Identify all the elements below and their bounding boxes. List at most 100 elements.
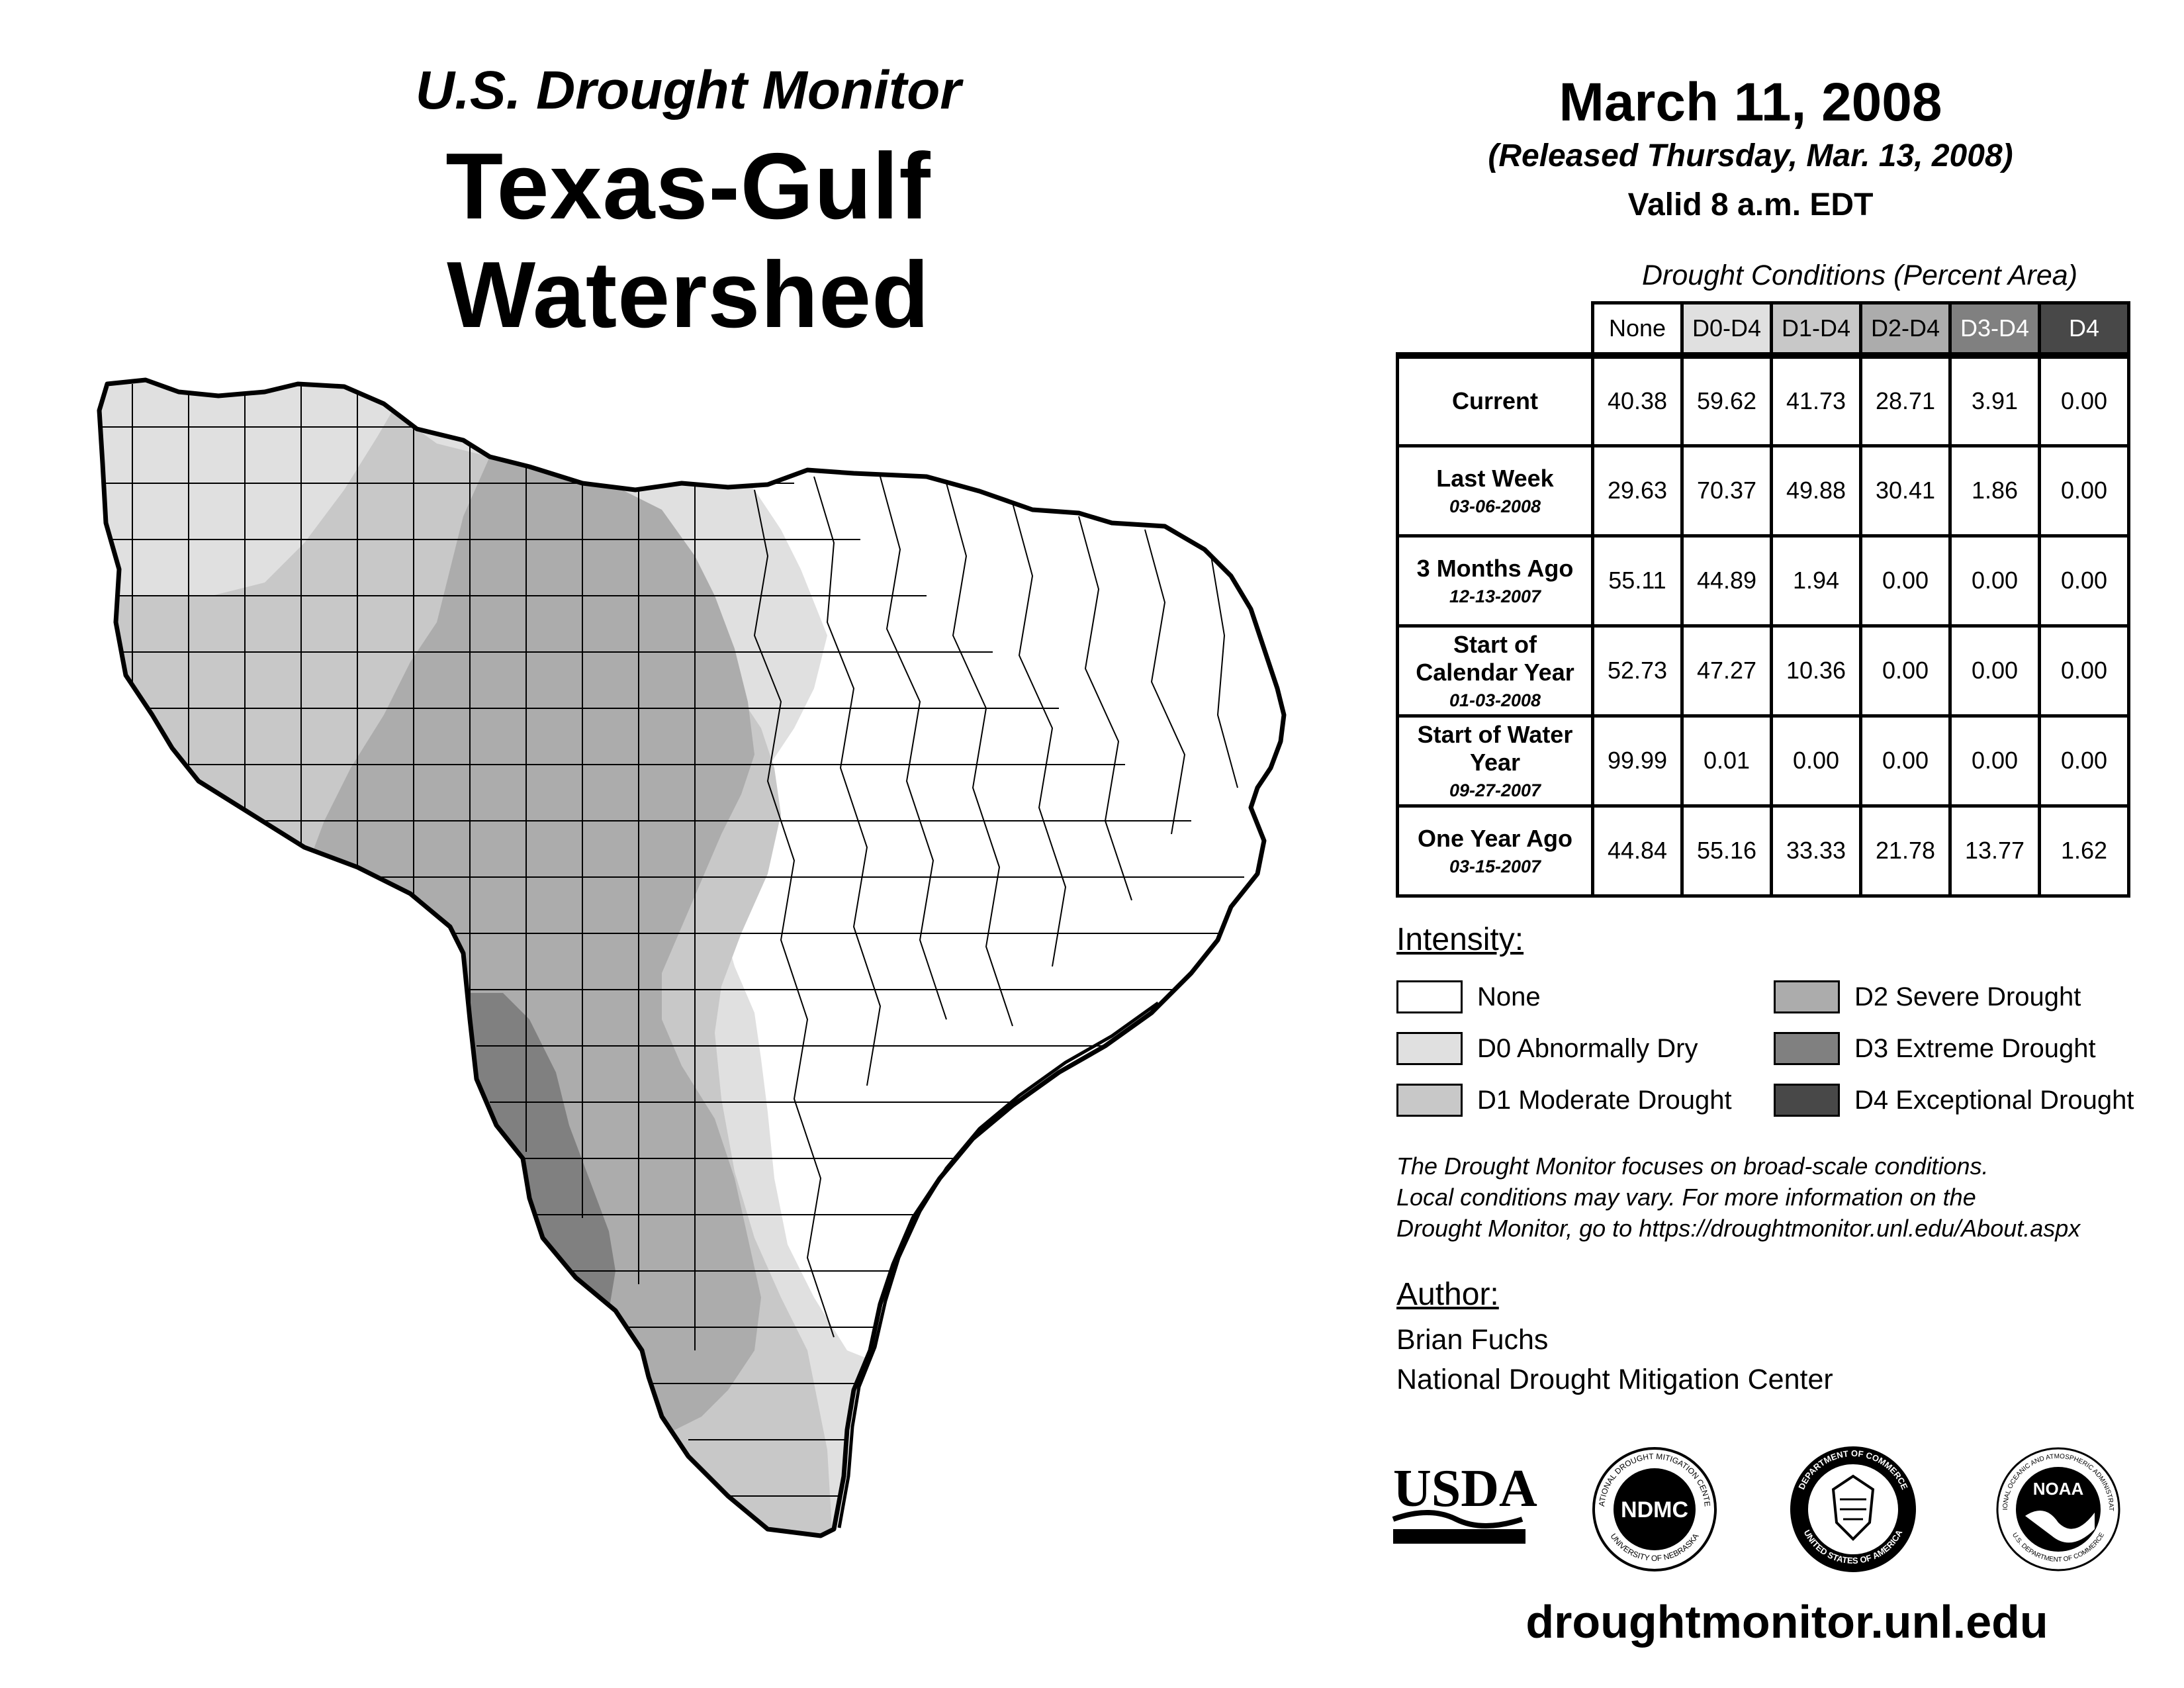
col-header-none: None	[1591, 301, 1684, 357]
table-row: Last Week 03-06-2008 29.63 70.37 49.88 30.41 1…	[1396, 444, 2130, 538]
table-cell: 3.91	[1948, 352, 2041, 447]
noaa-logo: NATIONAL OCEANIC AND ATMOSPHERIC ADMINIS…	[1996, 1447, 2120, 1571]
row-header: 3 Months Ago 12-13-2007	[1396, 534, 1594, 628]
row-date: 01-03-2008	[1449, 690, 1541, 710]
table-cell: 0.00	[2038, 444, 2130, 538]
ndmc-logo-text: NDMC	[1621, 1497, 1688, 1523]
table-cell: 33.33	[1770, 804, 1862, 898]
legend-label: D3 Extreme Drought	[1854, 1033, 2096, 1063]
noaa-logo-text: NOAA	[2033, 1479, 2084, 1499]
drought-stats-table: None D0-D4 D1-D4 D2-D4 D3-D4 D4 Current 4…	[1396, 301, 2130, 898]
table-cell: 40.38	[1591, 352, 1684, 447]
row-label: Start of Calendar Year	[1416, 630, 1574, 686]
disclaimer-line: Drought Monitor, go to https://droughtmo…	[1396, 1215, 2081, 1242]
d2-area	[304, 457, 761, 1443]
ndmc-logo: NATIONAL DROUGHT MITIGATION CENTER UNIVE…	[1592, 1447, 1717, 1571]
watershed-boundary	[97, 377, 1287, 1538]
row-label: Last Week	[1436, 464, 1554, 492]
map-title: Texas-Gulf Watershed	[445, 134, 931, 348]
row-date: 03-06-2008	[1449, 496, 1541, 516]
table-cell: 52.73	[1591, 624, 1684, 718]
row-date: 12-13-2007	[1449, 586, 1541, 606]
legend-item: None	[1396, 978, 1541, 1015]
row-label: Current	[1451, 387, 1538, 415]
row-label: One Year Ago	[1417, 824, 1573, 852]
legend-label: None	[1477, 982, 1541, 1011]
commerce-seal: DEPARTMENT OF COMMERCE UNITED STATES OF …	[1790, 1446, 1916, 1572]
table-cell: 49.88	[1770, 444, 1862, 538]
table-row: One Year Ago 03-15-2007 44.84 55.16 33.33 21.…	[1396, 804, 2130, 898]
row-header: Start of Water Year 09-27-2007	[1396, 714, 1594, 808]
legend-item: D1 Moderate Drought	[1396, 1082, 1732, 1119]
author-organization: National Drought Mitigation Center	[1396, 1364, 1833, 1395]
coastline	[837, 1001, 1160, 1528]
table-cell: 0.00	[1859, 534, 1952, 628]
legend-label: D2 Severe Drought	[1854, 982, 2081, 1011]
valid-time: Valid 8 a.m. EDT	[1627, 187, 1874, 222]
table-cell: 0.01	[1680, 714, 1773, 808]
disclaimer-line: The Drought Monitor focuses on broad-sca…	[1396, 1152, 1989, 1180]
table-cell: 0.00	[1770, 714, 1862, 808]
table-caption: Drought Conditions (Percent Area)	[1641, 259, 2078, 291]
legend-swatch	[1774, 1032, 1840, 1065]
row-header: Start of Calendar Year 01-03-2008	[1396, 624, 1594, 718]
table-cell: 21.78	[1859, 804, 1952, 898]
row-label: Start of Water Year	[1417, 720, 1573, 776]
row-header: Last Week 03-06-2008	[1396, 444, 1594, 538]
legend-swatch	[1396, 980, 1463, 1013]
table-cell: 55.11	[1591, 534, 1684, 628]
col-header-d4: D4	[2038, 301, 2130, 357]
table-cell: 30.41	[1859, 444, 1952, 538]
legend-item: D4 Exceptional Drought	[1774, 1082, 2134, 1119]
table-cell: 0.00	[1948, 624, 2041, 718]
legend-heading: Intensity:	[1396, 922, 1524, 957]
usda-logo: USDA	[1392, 1460, 1537, 1544]
col-header-d3-d4: D3-D4	[1948, 301, 2041, 357]
col-header-d1-d4: D1-D4	[1770, 301, 1862, 357]
legend-item: D3 Extreme Drought	[1774, 1030, 2096, 1067]
disclaimer: The Drought Monitor focuses on broad-sca…	[1396, 1150, 2158, 1244]
row-date: 03-15-2007	[1449, 856, 1541, 876]
legend-swatch	[1774, 980, 1840, 1013]
website-url[interactable]: droughtmonitor.unl.edu	[1525, 1596, 2048, 1648]
author-name: Brian Fuchs	[1396, 1324, 1549, 1356]
row-label: 3 Months Ago	[1416, 554, 1574, 582]
map-subtitle: U.S. Drought Monitor	[415, 60, 962, 120]
table-cell: 10.36	[1770, 624, 1862, 718]
table-row: Start of Water Year 09-27-2007 99.99 0.01 0.…	[1396, 714, 2130, 808]
watershed-map	[97, 377, 1287, 1538]
col-header-d0-d4: D0-D4	[1680, 301, 1773, 357]
legend-swatch	[1396, 1084, 1463, 1117]
legend-swatch	[1774, 1084, 1840, 1117]
table-cell: 0.00	[1859, 714, 1952, 808]
col-header-d2-d4: D2-D4	[1859, 301, 1952, 357]
table-cell: 0.00	[2038, 624, 2130, 718]
table-cell: 13.77	[1948, 804, 2041, 898]
table-corner	[1397, 303, 1594, 357]
table-row: Start of Calendar Year 01-03-2008 52.73 47.…	[1396, 624, 2130, 718]
map-date: March 11, 2008	[1559, 72, 1942, 132]
table-row: 3 Months Ago 12-13-2007 55.11 44.89 1.94 0.00…	[1396, 534, 2130, 628]
table-cell: 1.94	[1770, 534, 1862, 628]
table-cell: 47.27	[1680, 624, 1773, 718]
table-cell: 55.16	[1680, 804, 1773, 898]
row-header: Current	[1396, 352, 1594, 447]
table-cell: 0.00	[2038, 352, 2130, 447]
table-cell: 0.00	[1948, 534, 2041, 628]
row-date: 09-27-2007	[1449, 780, 1541, 800]
sponsor-logos: USDA NATIONAL DROUGHT MITIGATION CENTER …	[1392, 1446, 2120, 1572]
table-cell: 0.00	[2038, 714, 2130, 808]
legend-label: D4 Exceptional Drought	[1854, 1085, 2134, 1115]
legend-item: D2 Severe Drought	[1774, 978, 2081, 1015]
table-row: Current 40.38 59.62 41.73 28.71 3.91 0.00	[1396, 352, 2130, 447]
table-cell: 1.62	[2038, 804, 2130, 898]
table-cell: 70.37	[1680, 444, 1773, 538]
table-body: Current 40.38 59.62 41.73 28.71 3.91 0.00 Last …	[1396, 352, 2130, 898]
table-cell: 41.73	[1770, 352, 1862, 447]
disclaimer-line: Local conditions may vary. For more info…	[1396, 1184, 1976, 1211]
legend-label: D0 Abnormally Dry	[1477, 1033, 1698, 1063]
table-cell: 44.84	[1591, 804, 1684, 898]
usda-logo-text: USDA	[1393, 1460, 1537, 1518]
table-cell: 0.00	[1948, 714, 2041, 808]
author-heading: Author:	[1396, 1277, 1499, 1312]
